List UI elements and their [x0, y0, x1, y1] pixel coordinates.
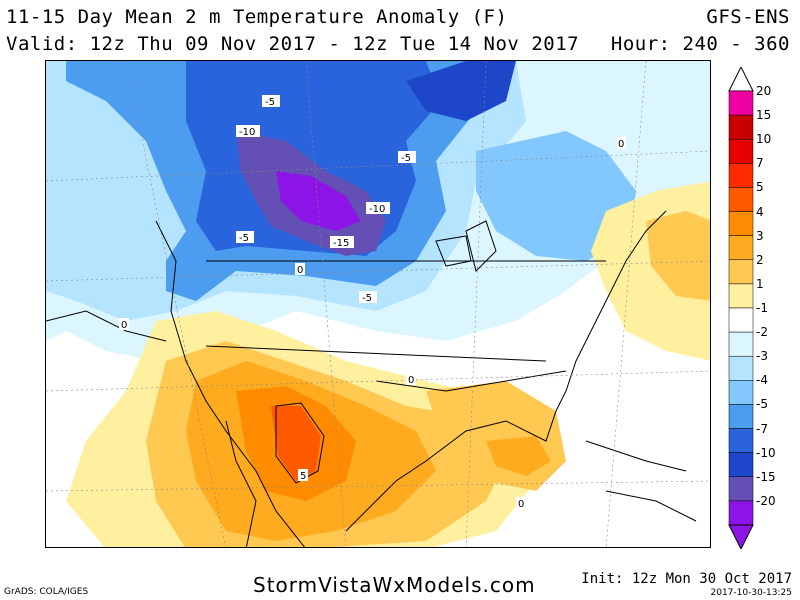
svg-text:0: 0	[121, 320, 127, 331]
scale-swatch	[728, 331, 754, 357]
svg-text:0: 0	[618, 139, 624, 150]
contour-label: 0	[295, 263, 305, 276]
scale-swatch	[728, 404, 754, 429]
svg-text:-5: -5	[239, 233, 249, 244]
scale-label: -5	[756, 397, 768, 412]
scale-label: 4	[756, 204, 764, 219]
scale-label: 5	[756, 180, 764, 195]
scale-label: 20	[756, 84, 772, 98]
color-scale-bar	[728, 67, 754, 549]
svg-text:-5: -5	[401, 153, 411, 164]
scale-swatch	[728, 283, 754, 309]
grads-credit: GrADS: COLA/IGES	[4, 587, 89, 597]
svg-text:-10: -10	[369, 204, 385, 215]
scale-swatch	[728, 452, 754, 478]
scale-swatch	[728, 163, 754, 188]
svg-text:0: 0	[408, 375, 414, 386]
scale-swatch	[728, 235, 754, 261]
model-name: GFS-ENS	[706, 6, 790, 28]
svg-text:0: 0	[518, 499, 524, 510]
scale-label: -2	[756, 325, 768, 340]
svg-text:-5: -5	[362, 293, 372, 304]
scale-swatch	[728, 428, 754, 453]
scale-label: -3	[756, 349, 768, 364]
scale-label: 1	[756, 276, 764, 291]
valid-period: Valid: 12z Thu 09 Nov 2017 - 12z Tue 14 …	[6, 33, 580, 55]
svg-text:5: 5	[300, 471, 306, 482]
scale-swatch	[728, 307, 754, 333]
scale-swatch	[728, 114, 754, 140]
contour-label: -15	[330, 236, 354, 249]
contour-label: 5	[298, 469, 308, 482]
contour-label: -5	[262, 95, 280, 108]
scale-swatch	[728, 138, 754, 164]
scale-label: 2	[756, 252, 764, 267]
scale-label: -10	[756, 445, 776, 460]
scale-label: -20	[756, 493, 776, 508]
contour-label: 0	[406, 373, 416, 386]
svg-text:-5: -5	[265, 97, 275, 108]
contour-label: -10	[236, 125, 260, 138]
contour-label: 0	[119, 318, 129, 331]
svg-text:-10: -10	[239, 127, 255, 138]
scale-label: 15	[756, 108, 772, 123]
scale-label: 10	[756, 132, 772, 147]
scale-swatch	[728, 187, 754, 212]
scale-label: -1	[756, 301, 768, 315]
scale-swatch	[728, 500, 754, 526]
contour-label: -5	[398, 151, 416, 164]
scale-swatch	[728, 259, 754, 285]
scale-label: -4	[756, 373, 768, 388]
anomaly-map: -5 -10 -5 -10 -15 -5 -5 0 0 0 0 5 0	[45, 60, 711, 548]
svg-text:-15: -15	[333, 238, 349, 249]
scale-swatch	[728, 476, 754, 502]
contour-label: -10	[366, 202, 390, 215]
site-name: StormVistaWxModels.com	[253, 573, 536, 597]
scale-swatch	[728, 90, 754, 116]
scale-label: -7	[756, 421, 768, 436]
init-time: Init: 12z Mon 30 Oct 2017	[581, 571, 792, 587]
contour-label: -5	[359, 291, 377, 304]
scale-swatch	[728, 211, 754, 236]
timestamp: 2017-10-30-13:25	[710, 588, 793, 598]
scale-label: -15	[756, 469, 776, 484]
contour-label: -5	[236, 231, 254, 244]
scale-swatch	[728, 355, 754, 381]
scale-label: 7	[756, 156, 764, 171]
map-title: 11-15 Day Mean 2 m Temperature Anomaly (…	[6, 6, 508, 28]
forecast-hour: Hour: 240 - 360	[610, 33, 790, 55]
svg-text:0: 0	[297, 265, 303, 276]
scale-label: 3	[756, 228, 764, 243]
scale-swatch	[728, 380, 754, 405]
contour-label: 0	[516, 497, 526, 510]
contour-label: 0	[616, 137, 626, 150]
